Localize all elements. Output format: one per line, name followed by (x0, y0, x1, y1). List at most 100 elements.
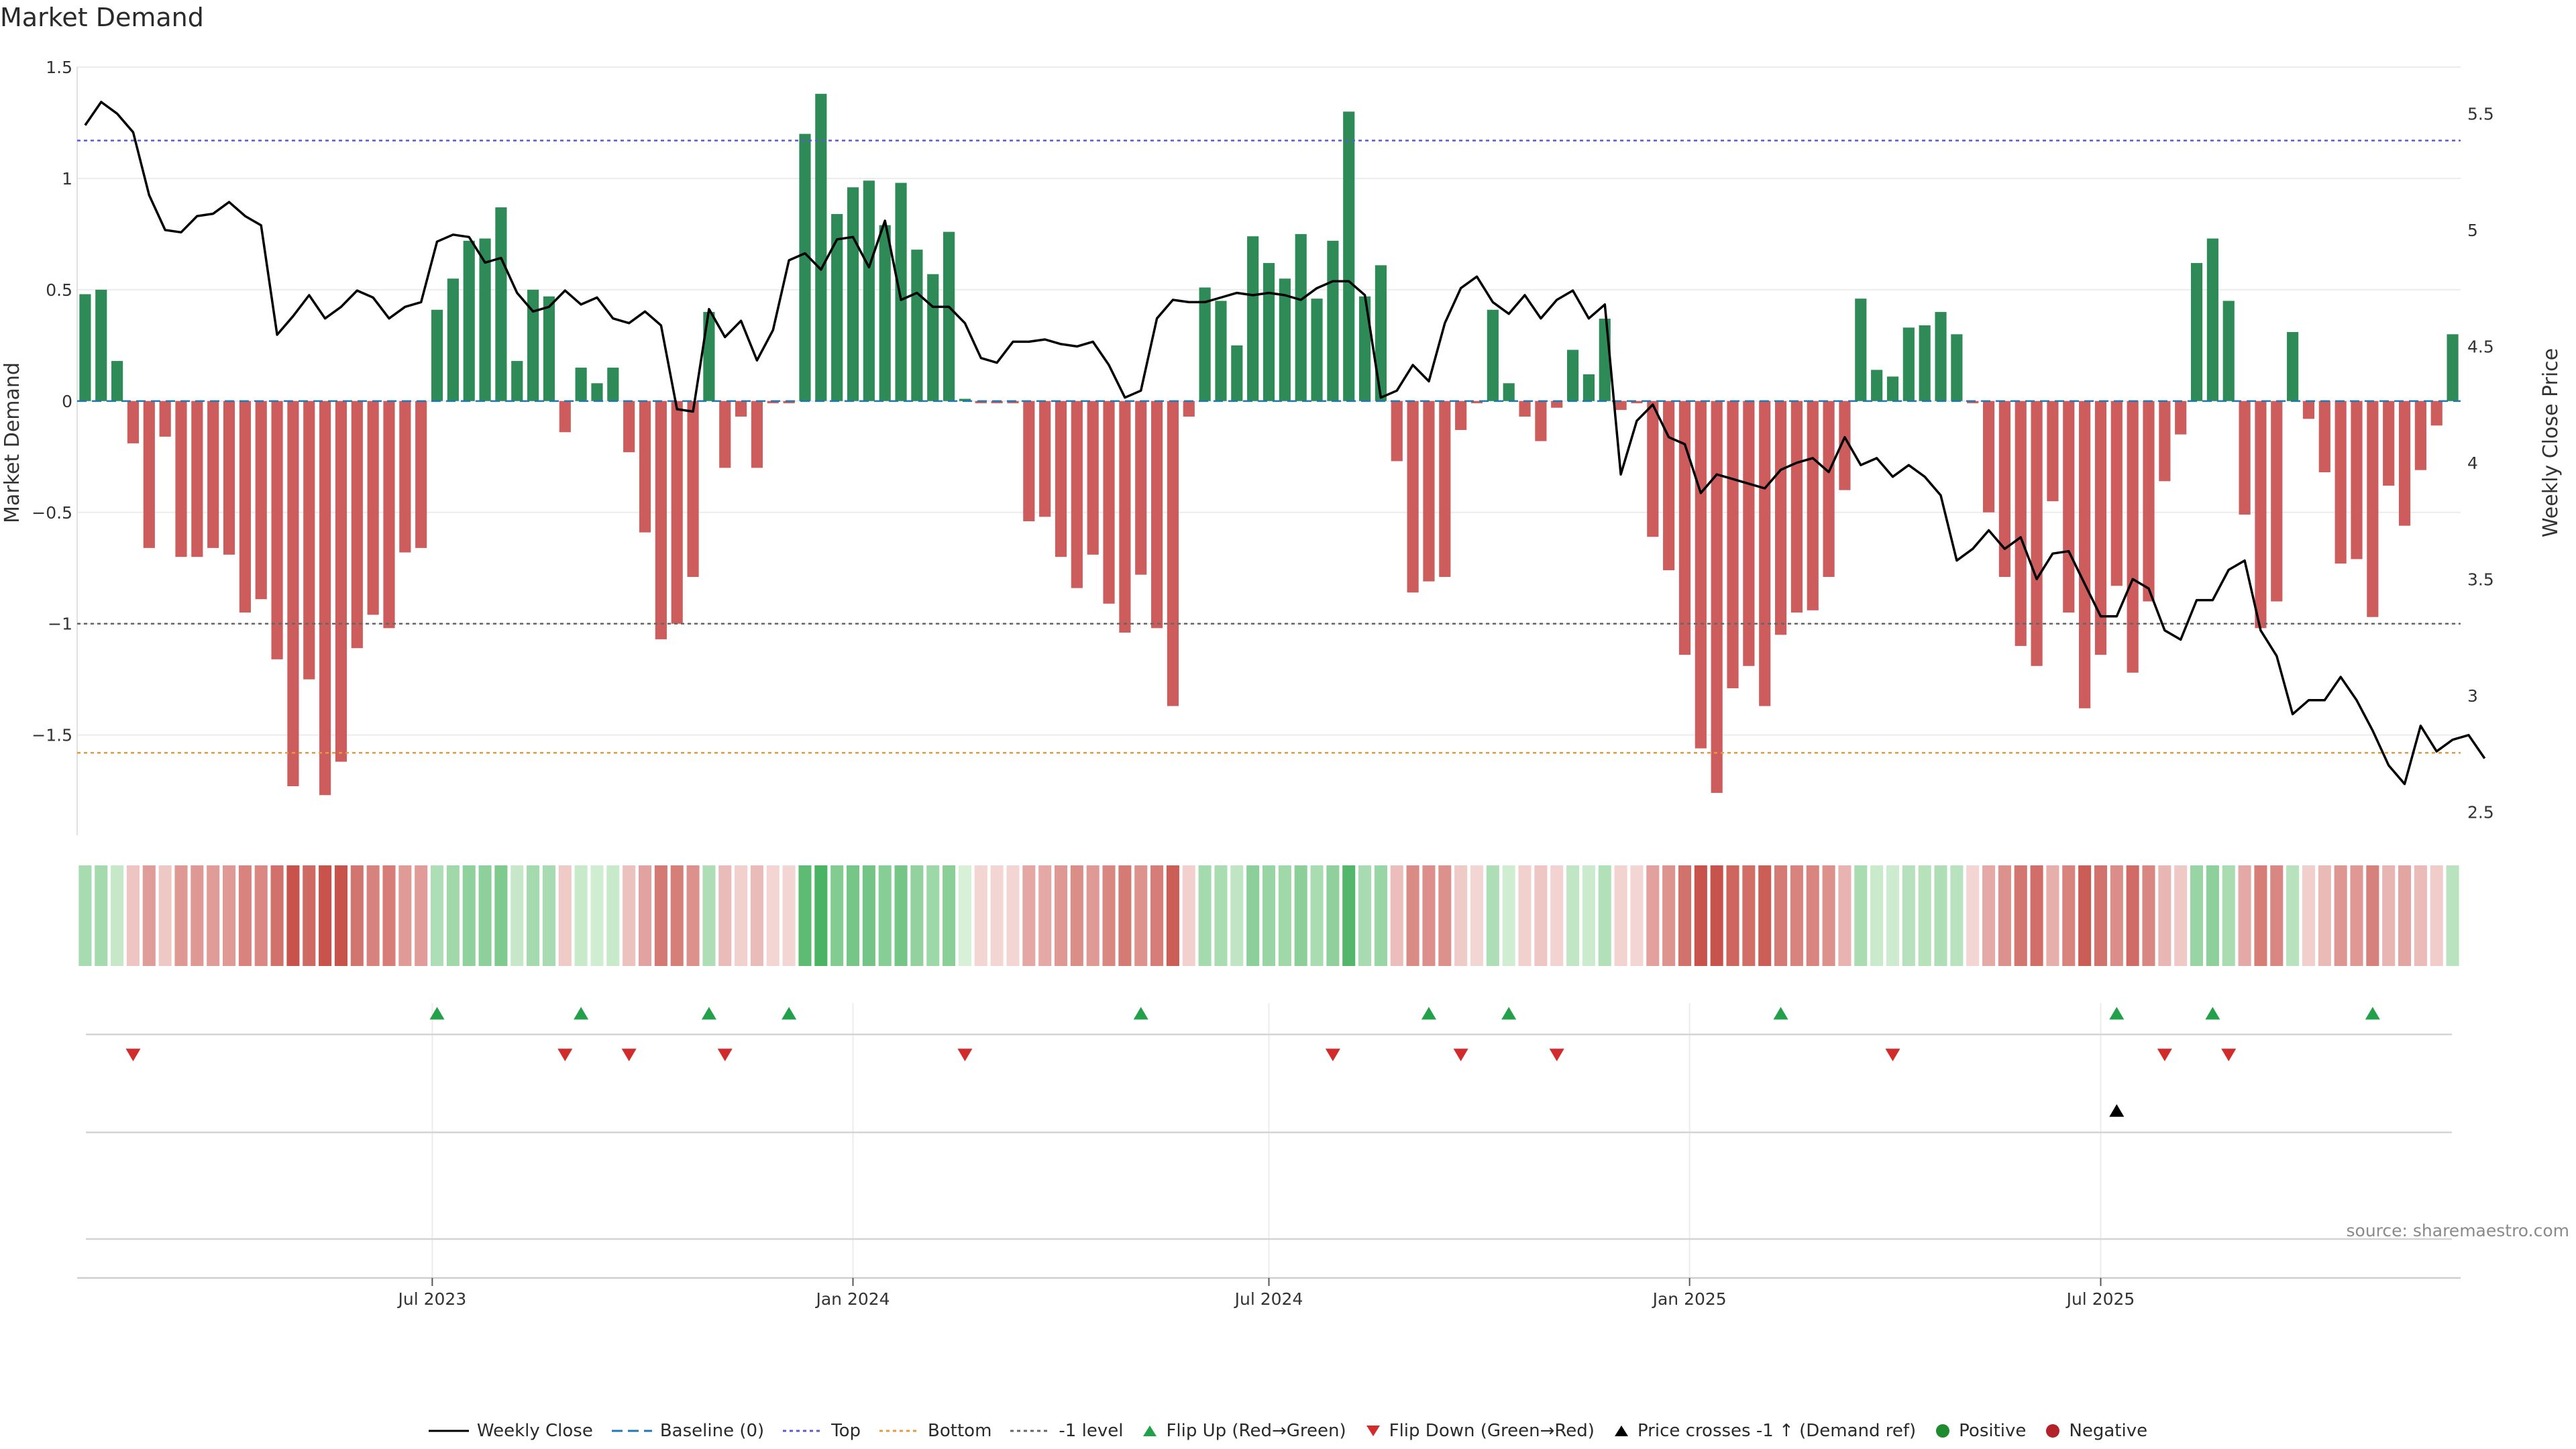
demand-bar (1551, 400, 1563, 408)
demand-bar (959, 398, 971, 401)
legend-triangle-up-green-icon (1143, 1426, 1157, 1436)
heatmap-cell (558, 865, 572, 966)
demand-bar (2351, 400, 2363, 559)
heatmap-cell (1486, 865, 1499, 966)
flip-down-marker (125, 1049, 141, 1061)
heatmap-cell (1118, 865, 1132, 966)
chart-legend: Weekly Close Baseline (0) Top Bottom -1 leve… (0, 1421, 2576, 1441)
heatmap-cell (1998, 865, 2011, 966)
demand-bar (511, 361, 523, 401)
heatmap-cell (270, 865, 284, 966)
demand-bar (1582, 374, 1595, 401)
heatmap-cell (2302, 865, 2316, 966)
heatmap-cell (1550, 865, 1564, 966)
demand-bar (655, 400, 667, 639)
heatmap-cell (350, 865, 364, 966)
demand-bar (1631, 400, 1643, 404)
legend-triangle-down-red-icon (1366, 1426, 1380, 1436)
demand-bar (431, 309, 443, 401)
heatmap-cell (238, 865, 252, 966)
demand-bar (1343, 111, 1355, 401)
demand-bar (751, 400, 763, 468)
demand-bar (143, 400, 155, 548)
demand-bar (991, 400, 1003, 404)
demand-bar (1327, 240, 1339, 401)
heatmap-cell (766, 865, 780, 966)
demand-bar (287, 400, 299, 786)
legend-circle-green-icon (1936, 1424, 1950, 1438)
heatmap-cell (78, 865, 92, 966)
heatmap-cell (1182, 865, 1195, 966)
heatmap-cell (222, 865, 236, 966)
demand-bar (319, 400, 331, 796)
demand-bar (1647, 400, 1659, 537)
demand-bar (1119, 400, 1131, 633)
demand-bar (239, 400, 251, 613)
heatmap-cell (1646, 865, 1660, 966)
heatmap-cell (1934, 865, 1947, 966)
demand-bar (1678, 400, 1691, 655)
heatmap-cell (1598, 865, 1611, 966)
flip-up-marker (2365, 1007, 2380, 1020)
demand-bar (1183, 400, 1195, 417)
legend-item: Price crosses -1 ↑ (Demand ref) (1613, 1421, 1916, 1441)
demand-bar (2414, 400, 2426, 470)
heatmap-cell (2286, 865, 2300, 966)
heatmap-cell (2446, 865, 2459, 966)
heatmap-cell (1822, 865, 1835, 966)
demand-bar (1167, 400, 1179, 706)
demand-bar (2015, 400, 2027, 646)
legend-line-dotted-gray-icon (1010, 1430, 1051, 1432)
demand-bar (2175, 400, 2187, 435)
demand-bar (367, 400, 379, 615)
heatmap-cell (462, 865, 476, 966)
y2-tick-label: 5.5 (2467, 104, 2494, 123)
heatmap-cell (1166, 865, 1179, 966)
price-cross-marker (2109, 1104, 2125, 1117)
y-tick-label: 1 (62, 169, 72, 189)
heatmap-cell (2094, 865, 2108, 966)
heatmap-cell (1438, 865, 1452, 966)
flip-up-marker (2109, 1007, 2125, 1020)
demand-bar (1967, 400, 1979, 404)
heatmap-cell (2158, 865, 2171, 966)
demand-bar (1487, 309, 1499, 401)
demand-bar (1470, 400, 1483, 404)
heatmap-cell (158, 865, 172, 966)
heatmap-cell (574, 865, 588, 966)
reference-lines (77, 140, 2461, 754)
heatmap-cell (910, 865, 924, 966)
demand-bar (383, 400, 395, 629)
demand-bar (1599, 319, 1611, 401)
heatmap-cell (2238, 865, 2251, 966)
price-line-group (84, 101, 2486, 786)
x-tick-label: Jan 2025 (1652, 1289, 1727, 1309)
legend-label: Price crosses -1 ↑ (Demand ref) (1637, 1421, 1917, 1441)
axis-ticks: 1.5 1 0.5 0 −0.5 −1 −1.5 5.5 5 4.5 4 3.5 3 2.5 Jul 202… (32, 58, 2493, 1309)
heatmap-cell (1006, 865, 1020, 966)
demand-bar (2430, 400, 2443, 426)
legend-circle-red-icon (2046, 1424, 2060, 1438)
heatmap-cell (1470, 865, 1484, 966)
heatmap-cell (1790, 865, 1803, 966)
demand-bar (415, 400, 427, 548)
heatmap-cell (1246, 865, 1260, 966)
heatmap-cell (2046, 865, 2059, 966)
flip-up-marker (782, 1007, 797, 1020)
demand-bar (2190, 263, 2203, 401)
legend-item: Weekly Close (428, 1421, 593, 1441)
demand-bar (335, 400, 347, 762)
heatmap-cell (1086, 865, 1099, 966)
heatmap-cell (2174, 865, 2188, 966)
demand-bar (303, 400, 315, 680)
heatmap-cell (2398, 865, 2412, 966)
demand-bar (2063, 400, 2075, 613)
demand-bar (815, 93, 827, 401)
demand-bar (687, 400, 699, 578)
demand-bar (2127, 400, 2139, 673)
demand-bar (1311, 299, 1323, 401)
heatmap-cell (862, 865, 875, 966)
heatmap-cell (1870, 865, 1884, 966)
y-tick-label: 0 (62, 392, 72, 411)
demand-bar (1902, 327, 1915, 401)
